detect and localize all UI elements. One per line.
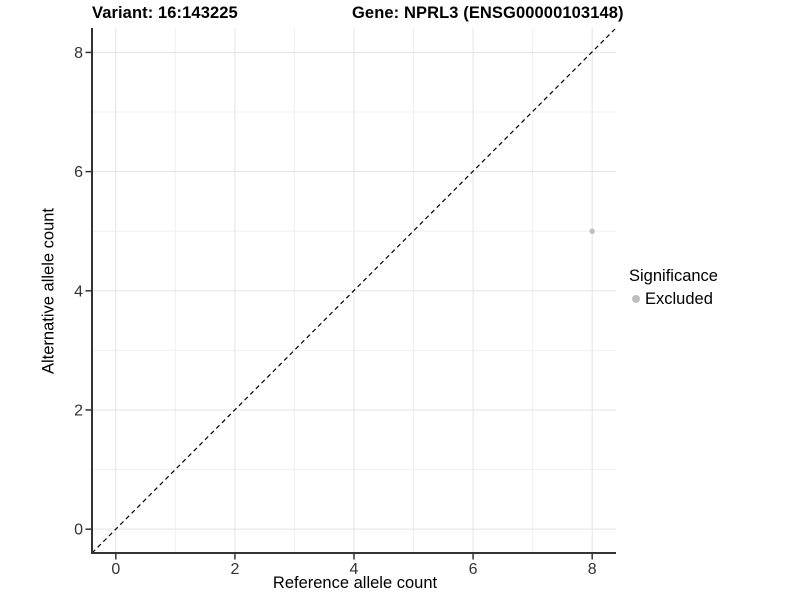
legend-entry: Excluded (629, 289, 718, 309)
y-tick-label: 2 (74, 402, 83, 419)
x-tick-label: 8 (588, 561, 597, 578)
data-point-excluded (589, 228, 595, 234)
identity-dashed-line (91, 27, 617, 554)
y-axis-title: Alternative allele count (39, 207, 58, 375)
x-axis-title: Reference allele count (272, 574, 438, 592)
legend: Significance Excluded (629, 266, 718, 309)
y-tick-label: 6 (74, 164, 83, 181)
legend-entry-label: Excluded (645, 290, 713, 308)
plot-title-variant: Variant: 16:143225 (92, 4, 238, 22)
excluded-point-icon (632, 295, 640, 303)
legend-title: Significance (629, 267, 718, 285)
x-tick-label: 0 (111, 561, 120, 578)
y-tick-label: 4 (74, 283, 83, 300)
y-tick-label: 8 (74, 45, 83, 62)
x-tick-label: 2 (230, 561, 239, 578)
plot-title-gene: Gene: NPRL3 (ENSG00000103148) (352, 4, 624, 22)
x-tick-label: 4 (350, 561, 359, 578)
x-tick-label: 6 (469, 561, 478, 578)
y-tick-label: 0 (74, 522, 83, 539)
